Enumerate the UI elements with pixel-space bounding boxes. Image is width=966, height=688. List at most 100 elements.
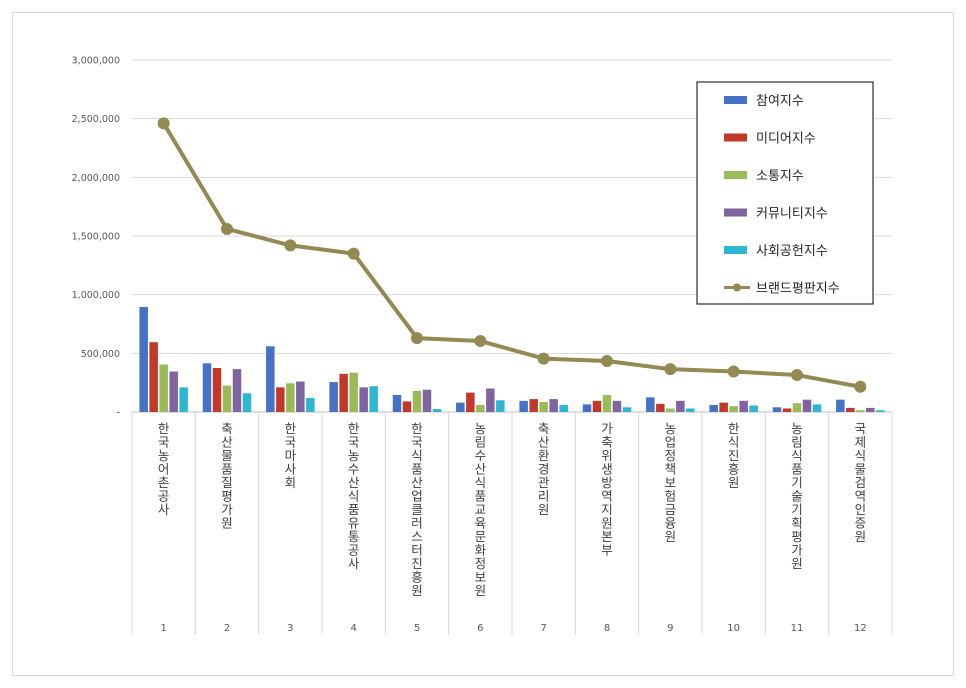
bar [422,389,432,412]
line-point [221,222,233,235]
line-point [727,365,740,378]
category-index-label: 3 [287,623,293,634]
legend-swatch [724,171,747,179]
y-tick-label: 3,000,000 [72,56,120,67]
bar [602,394,612,412]
bar [529,399,538,412]
y-axis-ticks: - 500,000 1,000,000 1,500,000 2,000,000 2,500… [72,56,120,419]
bar [412,390,422,412]
category-index-label: 8 [604,623,610,634]
line-point [474,335,487,348]
bar [359,387,368,412]
bar [856,410,865,412]
bar [392,394,402,412]
bar [149,342,158,412]
line-point [601,354,613,367]
bar [232,369,242,412]
bar [169,371,178,412]
x-axis-labels: 한 국 농 어 촌 공 사 1 축 산 물 품 질 평 가 원 2 한 국 마 사 회 3 한 국 농 수 산 식 품 유 통 공 사 4 한 국 식 품 산… [158,421,867,634]
line-point [791,369,803,382]
bar [402,401,412,412]
bar [212,368,222,412]
bar [792,403,802,412]
line-point [284,239,297,252]
y-tick-label: - [117,408,120,419]
legend-label: 참여지수 [756,94,804,109]
category-index-label: 11 [791,623,804,634]
bar [349,372,358,412]
bar [846,407,855,412]
bar [709,404,718,412]
bar [432,409,442,412]
bar [476,404,485,412]
bar [242,393,252,412]
category-index-label: 6 [477,623,483,634]
bar [876,410,885,412]
bar [782,408,792,412]
legend-label: 커뮤니티지수 [756,207,828,222]
line-series-path [161,122,861,389]
bar [729,406,738,412]
bar [559,404,568,412]
bar [866,407,875,412]
bar [739,400,748,412]
bar [749,405,758,412]
legend-swatch [724,246,747,254]
category-index-label: 10 [727,623,740,634]
category-index-label: 4 [350,623,356,634]
y-tick-label: 2,500,000 [72,114,120,125]
bar [496,400,505,412]
bar [159,364,168,412]
bar [222,385,232,412]
bar [656,403,665,412]
line-point [854,380,867,393]
bar [286,383,295,412]
legend-box [696,81,874,305]
bar [582,404,592,412]
category-index-label: 1 [160,623,166,634]
bar [836,399,845,412]
legend-swatch [724,96,747,104]
bar [339,373,348,412]
legend-label: 소통지수 [756,169,804,184]
category-index-label: 5 [414,623,420,634]
bar [329,382,338,412]
legend-line-marker [733,283,741,292]
legend-swatch [724,133,747,142]
bar [139,306,148,412]
y-tick-label: 500,000 [81,349,120,360]
bar [772,407,782,412]
y-tick-label: 1,500,000 [72,232,120,243]
category-index-label: 9 [667,623,673,634]
bar [612,400,622,412]
bar [676,400,685,412]
bar [646,397,655,412]
y-tick-label: 1,000,000 [72,290,120,301]
bar [179,387,188,412]
legend-swatch [724,208,747,217]
line-point [347,247,360,260]
bar [486,388,495,412]
bar [456,402,465,412]
bar [276,387,285,412]
bar [592,400,602,412]
bar [666,408,675,412]
brand-index-line [157,117,867,393]
legend-label: 미디어지수 [756,132,816,147]
bar [719,402,728,412]
bar [296,381,305,412]
bar [369,386,378,412]
category-index-label: 7 [540,623,546,634]
bar [306,397,315,412]
